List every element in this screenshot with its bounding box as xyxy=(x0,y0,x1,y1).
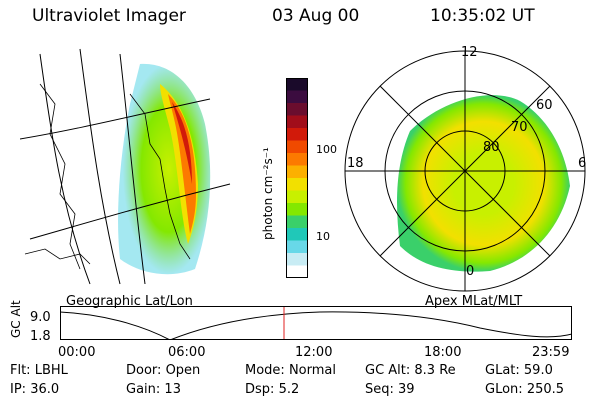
status-gc-alt: GC Alt: 8.3 Re xyxy=(365,363,456,378)
colorbar-segment xyxy=(286,265,308,278)
colorbar-segment xyxy=(286,240,308,254)
status-dsp: Dsp: 5.2 xyxy=(245,382,300,397)
colorbar xyxy=(286,78,308,278)
colorbar-segment xyxy=(286,178,308,191)
colorbar-segment xyxy=(286,228,308,241)
time-label: 10:35:02 UT xyxy=(430,6,535,26)
colorbar-tick-10: 10 xyxy=(316,230,330,243)
colorbar-unit-label: photon cm⁻²s⁻¹ xyxy=(261,147,275,240)
colorbar-segment xyxy=(286,78,308,91)
colorbar-segment xyxy=(286,165,308,179)
colorbar-segment xyxy=(286,215,308,229)
colorbar-tick-100: 100 xyxy=(316,143,337,156)
timeline-ytick-1.8: 1.8 xyxy=(30,329,51,344)
timeline-xtick-0000: 00:00 xyxy=(58,345,96,360)
colorbar-segment xyxy=(286,140,308,154)
status-ip: IP: 36.0 xyxy=(10,382,60,397)
colorbar-segment xyxy=(286,90,308,104)
right-panel-caption: Apex MLat/MLT xyxy=(425,294,523,309)
lat-label-80: 80 xyxy=(483,140,500,155)
instrument-title: Ultraviolet Imager xyxy=(32,6,186,26)
colorbar-segment xyxy=(286,203,308,216)
status-glat: GLat: 59.0 xyxy=(485,363,553,378)
colorbar-segment xyxy=(286,115,308,129)
timeline-xtick-1200: 12:00 xyxy=(295,345,333,360)
colorbar-segment xyxy=(286,153,308,166)
status-mode: Mode: Normal xyxy=(245,363,336,378)
mlt-label-18: 18 xyxy=(347,156,364,171)
mlt-label-0: 0 xyxy=(466,264,475,279)
colorbar-segment xyxy=(286,103,308,116)
altitude-timeline xyxy=(60,306,572,340)
timeline-xtick-0600: 06:00 xyxy=(168,345,206,360)
geographic-image xyxy=(20,48,231,285)
lat-label-70: 70 xyxy=(511,120,528,135)
status-glon: GLon: 250.5 xyxy=(485,382,565,397)
altitude-curve xyxy=(60,311,572,340)
mlt-label-12: 12 xyxy=(461,45,478,60)
timeline-ylabel: GC Alt xyxy=(9,300,23,338)
timeline-xtick-1800: 18:00 xyxy=(424,345,462,360)
mlt-label-6: 6 xyxy=(578,156,587,171)
status-seq: Seq: 39 xyxy=(365,382,415,397)
status-door: Door: Open xyxy=(126,363,201,378)
timeline-xtick-2359: 23:59 xyxy=(532,345,570,360)
aurora-oval-bright-arc xyxy=(168,94,196,234)
status-flt: Flt: LBHL xyxy=(10,363,68,378)
left-panel-caption: Geographic Lat/Lon xyxy=(66,294,193,309)
polar-plot xyxy=(344,50,586,292)
date-label: 03 Aug 00 xyxy=(272,6,360,26)
colorbar-segment xyxy=(286,128,308,141)
colorbar-segment xyxy=(286,253,308,266)
timeline-ytick-9: 9.0 xyxy=(30,310,51,325)
colorbar-segment xyxy=(286,190,308,204)
status-gain: Gain: 13 xyxy=(126,382,181,397)
lat-label-60: 60 xyxy=(536,98,553,113)
